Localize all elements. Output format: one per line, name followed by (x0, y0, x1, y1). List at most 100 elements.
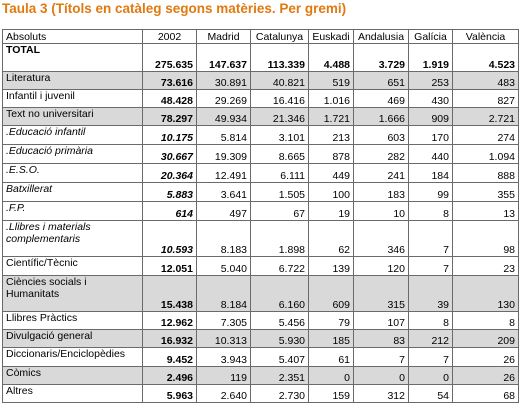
row-label: .F.P. (2, 201, 143, 221)
cell-2002: 9.452 (142, 347, 197, 367)
cell-andalusia: 312 (353, 384, 409, 403)
cell-madrid: 19.309 (196, 144, 251, 164)
cell-madrid: 7.305 (196, 311, 251, 330)
cell-valència: 1.094 (452, 144, 519, 164)
table-row: .Educació primària 30.667 19.309 8.665 878 28… (2, 144, 519, 164)
row-label: Ciències socials i Humanitats (2, 275, 143, 312)
cell-euskadi: 185 (308, 329, 354, 348)
cell-euskadi: 62 (308, 220, 354, 257)
table-row: Científic/Tècnic 12.051 5.040 6.722 139 120 7 2… (2, 256, 519, 276)
cell-valència: 68 (452, 384, 519, 403)
cell-catalunya: 5.456 (250, 311, 309, 330)
cell-madrid: 10.313 (196, 329, 251, 348)
table-row: Literatura 73.616 30.891 40.821 519 651 253 483 (2, 71, 519, 90)
cell-andalusia: 1.666 (353, 107, 409, 126)
cell-valència: 26 (452, 366, 519, 385)
cell-galícia: 54 (408, 384, 453, 403)
cell-catalunya: 1.898 (250, 220, 309, 257)
cell-madrid: 49.934 (196, 107, 251, 126)
cell-madrid: 3.641 (196, 182, 251, 202)
cell-madrid: 5.814 (196, 125, 251, 145)
cell-madrid: 147.637 (196, 43, 251, 72)
cell-galícia: 7 (408, 256, 453, 276)
cell-valència: 23 (452, 256, 519, 276)
cell-catalunya: 40.821 (250, 71, 309, 90)
cell-2002: 30.667 (142, 144, 197, 164)
table-row: .F.P. 614 497 67 19 10 8 13 (2, 201, 519, 221)
cell-euskadi: 1.016 (308, 89, 354, 108)
row-label: Batxillerat (2, 182, 143, 202)
cell-catalunya: 6.160 (250, 275, 309, 312)
cell-euskadi: 100 (308, 182, 354, 202)
table-row: Diccionaris/Enciclopèdies 9.452 3.943 5.407… (2, 347, 519, 367)
cell-galícia: 99 (408, 182, 453, 202)
cell-2002: 12.962 (142, 311, 197, 330)
cell-valència: 130 (452, 275, 519, 312)
cell-valència: 8 (452, 311, 519, 330)
cell-andalusia: 651 (353, 71, 409, 90)
row-label: Literatura (2, 71, 143, 90)
row-label: Altres (2, 384, 143, 403)
cell-catalunya: 16.416 (250, 89, 309, 108)
header-galicia: Galícia (408, 29, 453, 44)
cell-madrid: 30.891 (196, 71, 251, 90)
cell-euskadi: 609 (308, 275, 354, 312)
table-row: Infantil i juvenil 48.428 29.269 16.416 1.01… (2, 89, 519, 108)
cell-euskadi: 213 (308, 125, 354, 145)
cell-euskadi: 519 (308, 71, 354, 90)
cell-valència: 98 (452, 220, 519, 257)
cell-2002: 5.963 (142, 384, 197, 403)
table-row: Còmics 2.496 119 2.351 0 0 0 26 (2, 366, 519, 385)
row-label: TOTAL (2, 43, 143, 72)
cell-andalusia: 83 (353, 329, 409, 348)
cell-galícia: 184 (408, 163, 453, 183)
cell-catalunya: 5.407 (250, 347, 309, 367)
cell-euskadi: 19 (308, 201, 354, 221)
cell-euskadi: 1.721 (308, 107, 354, 126)
table-row: Batxillerat 5.883 3.641 1.505 100 183 99 355 (2, 182, 519, 202)
cell-euskadi: 139 (308, 256, 354, 276)
cell-madrid: 497 (196, 201, 251, 221)
cell-madrid: 119 (196, 366, 251, 385)
cell-madrid: 2.640 (196, 384, 251, 403)
cell-andalusia: 469 (353, 89, 409, 108)
cell-catalunya: 21.346 (250, 107, 309, 126)
cell-andalusia: 120 (353, 256, 409, 276)
cell-euskadi: 0 (308, 366, 354, 385)
cell-2002: 73.616 (142, 71, 197, 90)
cell-madrid: 5.040 (196, 256, 251, 276)
row-label: Infantil i juvenil (2, 89, 143, 108)
cell-andalusia: 603 (353, 125, 409, 145)
cell-euskadi: 61 (308, 347, 354, 367)
cell-euskadi: 4.488 (308, 43, 354, 72)
cell-valència: 827 (452, 89, 519, 108)
cell-catalunya: 6.111 (250, 163, 309, 183)
cell-galícia: 909 (408, 107, 453, 126)
cell-galícia: 170 (408, 125, 453, 145)
cell-galícia: 7 (408, 347, 453, 367)
data-table: Absoluts 2002 Madrid Catalunya Euskadi A… (2, 29, 519, 403)
cell-galícia: 39 (408, 275, 453, 312)
table-row-total: TOTAL 275.635 147.637 113.339 4.488 3.729 1.91… (2, 43, 519, 72)
cell-2002: 10.593 (142, 220, 197, 257)
table-header-row: Absoluts 2002 Madrid Catalunya Euskadi A… (2, 29, 519, 44)
cell-andalusia: 346 (353, 220, 409, 257)
row-label: Còmics (2, 366, 143, 385)
cell-galícia: 1.919 (408, 43, 453, 72)
header-absoluts: Absoluts (2, 29, 143, 44)
cell-madrid: 12.491 (196, 163, 251, 183)
row-label: Científic/Tècnic (2, 256, 143, 276)
cell-valència: 483 (452, 71, 519, 90)
cell-galícia: 212 (408, 329, 453, 348)
cell-andalusia: 282 (353, 144, 409, 164)
table-row: Altres 5.963 2.640 2.730 159 312 54 68 (2, 384, 519, 403)
cell-madrid: 29.269 (196, 89, 251, 108)
cell-galícia: 253 (408, 71, 453, 90)
cell-catalunya: 113.339 (250, 43, 309, 72)
cell-galícia: 8 (408, 311, 453, 330)
cell-2002: 614 (142, 201, 197, 221)
header-andalusia: Andalusia (353, 29, 409, 44)
cell-2002: 78.297 (142, 107, 197, 126)
header-catalunya: Catalunya (250, 29, 309, 44)
cell-2002: 2.496 (142, 366, 197, 385)
